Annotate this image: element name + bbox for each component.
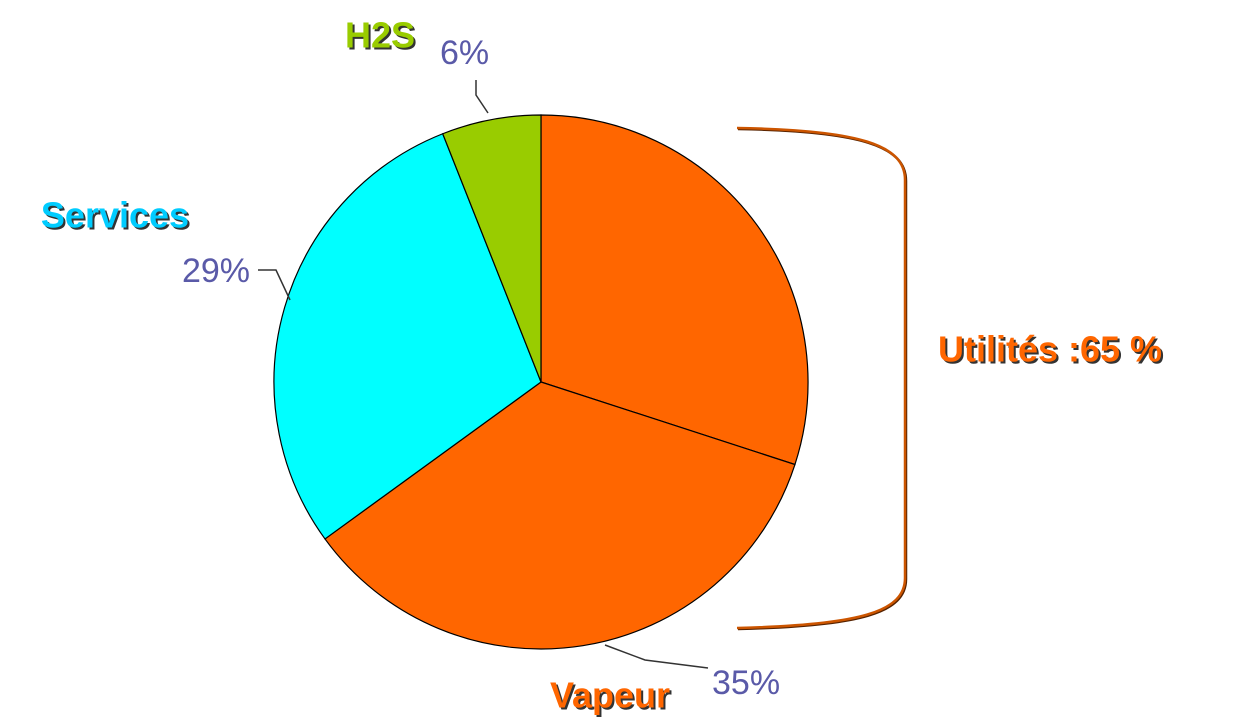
pie-slice bbox=[540, 114, 809, 466]
bracket bbox=[736, 126, 907, 630]
category-label: Vapeur bbox=[550, 675, 670, 716]
category-label: Services bbox=[41, 195, 189, 236]
category-label: H2S bbox=[345, 15, 415, 56]
slices bbox=[273, 114, 809, 650]
pie-slice bbox=[324, 381, 796, 650]
value-label: 6% bbox=[440, 34, 489, 72]
pie-slice bbox=[273, 132, 542, 540]
value-label: 35% bbox=[712, 664, 780, 702]
leader-line bbox=[258, 269, 291, 301]
leader-line bbox=[604, 644, 709, 669]
value-label: 29% bbox=[182, 252, 250, 290]
leader-line bbox=[475, 80, 489, 114]
annotation: Utilités :65 % bbox=[938, 329, 1162, 370]
pie-slice bbox=[441, 114, 542, 383]
